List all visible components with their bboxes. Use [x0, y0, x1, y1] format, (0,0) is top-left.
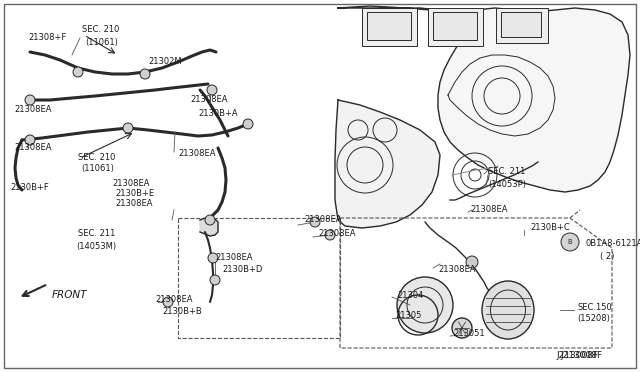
Text: 0B1A8-6121A: 0B1A8-6121A — [586, 240, 640, 248]
Text: 21308EA: 21308EA — [14, 144, 51, 153]
Bar — [428, 8, 483, 46]
Text: 21308EA: 21308EA — [115, 199, 152, 208]
Text: 2130B+C: 2130B+C — [530, 224, 570, 232]
Text: 21308EA: 21308EA — [470, 205, 508, 215]
Circle shape — [73, 67, 83, 77]
Text: (14053P): (14053P) — [488, 180, 526, 189]
Circle shape — [325, 230, 335, 240]
Text: 2130B+B: 2130B+B — [162, 308, 202, 317]
Text: FRONT: FRONT — [52, 290, 88, 300]
Text: 21308EA: 21308EA — [215, 253, 253, 263]
Text: SEC. 210: SEC. 210 — [82, 26, 120, 35]
Bar — [501, 12, 541, 37]
Circle shape — [310, 217, 320, 227]
Text: (11061): (11061) — [85, 38, 118, 46]
Circle shape — [25, 95, 35, 105]
Text: 2130B+F: 2130B+F — [10, 183, 49, 192]
Circle shape — [123, 123, 133, 133]
Text: SEC. 210: SEC. 210 — [78, 154, 115, 163]
Text: 21308EA: 21308EA — [318, 230, 355, 238]
Text: SEC. 211: SEC. 211 — [78, 230, 115, 238]
Text: 21308EA: 21308EA — [438, 266, 476, 275]
Text: (15208): (15208) — [577, 314, 610, 324]
Circle shape — [208, 253, 218, 263]
Circle shape — [163, 297, 173, 307]
Text: 21308EA: 21308EA — [112, 179, 150, 187]
Text: 21302M: 21302M — [148, 58, 182, 67]
Text: 21304: 21304 — [397, 291, 424, 299]
Text: 21305: 21305 — [395, 311, 421, 320]
Polygon shape — [338, 6, 630, 192]
Text: 2130B+E: 2130B+E — [115, 189, 154, 199]
Circle shape — [561, 233, 579, 251]
Circle shape — [25, 135, 35, 145]
Circle shape — [452, 318, 472, 338]
Circle shape — [210, 275, 220, 285]
Text: 21308EA: 21308EA — [190, 96, 227, 105]
Circle shape — [243, 119, 253, 129]
Circle shape — [140, 69, 150, 79]
Polygon shape — [200, 218, 218, 236]
Text: 213051: 213051 — [453, 330, 484, 339]
Text: (11061): (11061) — [81, 164, 114, 173]
Text: ( 2): ( 2) — [600, 251, 614, 260]
Text: B: B — [568, 239, 572, 245]
Text: 2130B+A: 2130B+A — [198, 109, 237, 118]
Polygon shape — [335, 100, 440, 228]
Circle shape — [466, 256, 478, 268]
Bar — [433, 12, 477, 40]
Circle shape — [397, 277, 453, 333]
Text: 21308EA: 21308EA — [14, 106, 51, 115]
Text: (14053M): (14053M) — [76, 241, 116, 250]
Circle shape — [207, 85, 217, 95]
Circle shape — [205, 215, 215, 225]
Bar — [367, 12, 411, 40]
Text: 21308EA: 21308EA — [178, 148, 216, 157]
Text: J213008F: J213008F — [560, 352, 602, 360]
Text: 21308+F: 21308+F — [28, 33, 67, 42]
Text: J213008F: J213008F — [556, 352, 598, 360]
Bar — [496, 8, 548, 43]
Bar — [362, 8, 417, 46]
Text: SEC. 211: SEC. 211 — [488, 167, 525, 176]
Ellipse shape — [482, 281, 534, 339]
Text: 2130B+D: 2130B+D — [222, 266, 262, 275]
Text: SEC.150: SEC.150 — [577, 304, 612, 312]
Text: 21308EA: 21308EA — [155, 295, 193, 305]
Text: 21308EA: 21308EA — [304, 215, 342, 224]
